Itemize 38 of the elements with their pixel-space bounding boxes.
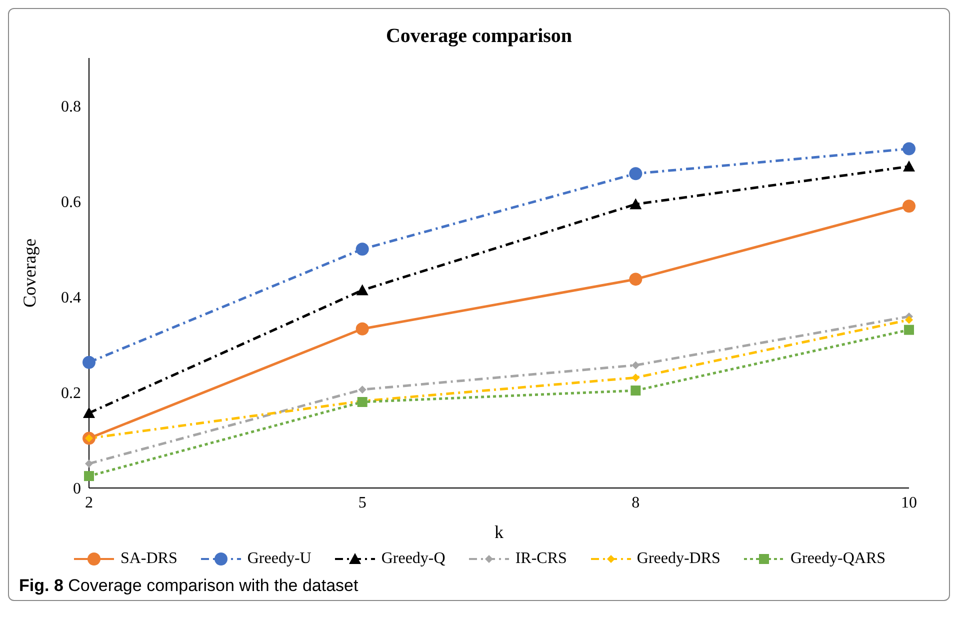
- point: [904, 324, 914, 335]
- legend-label: IR-CRS: [514, 550, 567, 568]
- point: [82, 356, 96, 369]
- caption: Fig. 8 Coverage comparison with the dataset: [18, 575, 360, 597]
- x-tick-label: 2: [85, 494, 93, 512]
- x-tick-label: 10: [901, 494, 917, 512]
- point: [85, 460, 93, 468]
- legend-label: Greedy-DRS: [636, 550, 720, 568]
- point: [632, 374, 640, 382]
- point: [902, 200, 916, 213]
- legend-label: SA-DRS: [119, 550, 178, 568]
- y-tick-label: 0.2: [61, 385, 81, 402]
- point: [632, 361, 640, 370]
- point: [630, 198, 642, 210]
- legend-label: Greedy-QARS: [789, 550, 886, 568]
- point: [903, 160, 915, 172]
- y-tick-label: 0: [73, 480, 81, 498]
- y-tick-label: 0.8: [61, 98, 81, 116]
- point: [356, 322, 369, 336]
- point: [629, 272, 642, 286]
- y-tick-label: 0.6: [61, 194, 81, 212]
- x-axis-title: k: [494, 522, 504, 542]
- y-axis-title: Coverage: [19, 238, 40, 308]
- point: [629, 167, 642, 180]
- x-tick-label: 8: [632, 494, 640, 512]
- point: [902, 142, 916, 156]
- x-tick-label: 5: [358, 494, 366, 512]
- point: [83, 406, 95, 418]
- point: [356, 242, 369, 256]
- point: [358, 386, 366, 394]
- point: [630, 386, 641, 396]
- legend-label: Greedy-Q: [380, 550, 446, 568]
- y-tick-label: 0.4: [61, 290, 81, 307]
- legend-label: Greedy-U: [246, 550, 312, 568]
- point: [356, 284, 368, 296]
- point: [84, 471, 94, 482]
- chart-title: Coverage comparison: [384, 25, 574, 48]
- point: [905, 316, 913, 324]
